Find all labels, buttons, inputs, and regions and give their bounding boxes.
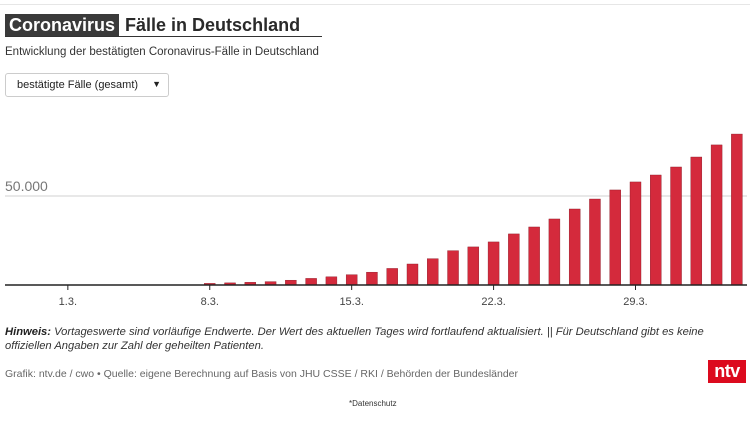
- bar-20.3.[interactable]: [447, 250, 459, 286]
- bar-31.3.[interactable]: [670, 166, 682, 286]
- y-axis-labels: 50.000: [5, 178, 48, 194]
- bar-22.3.[interactable]: [487, 241, 500, 286]
- bar-25.3.[interactable]: [548, 218, 561, 286]
- source-credit: Grafik: ntv.de / cwo • Quelle: eigene Be…: [5, 368, 519, 380]
- bar-3.4.[interactable]: [731, 133, 743, 286]
- bar-1.4.[interactable]: [690, 156, 703, 286]
- bar-13.3.[interactable]: [305, 278, 317, 286]
- metric-dropdown[interactable]: bestätigte Fälle (gesamt) ▼: [5, 73, 169, 97]
- caret-down-icon: ▼: [152, 79, 161, 89]
- bars: [204, 133, 743, 286]
- dropdown-selected-value: bestätigte Fälle (gesamt): [17, 79, 139, 91]
- bar-28.3.[interactable]: [609, 189, 621, 286]
- x-axis-ticks: 1.3. 8.3. 15.3. 22.3. 29.3.: [59, 285, 648, 308]
- chart-title: Coronavirus Fälle in Deutschland: [5, 13, 322, 37]
- bar-chart: 1.3. 8.3. 15.3. 22.3. 29.3. 50.000: [5, 133, 747, 308]
- title-text: Fälle in Deutschland: [125, 14, 301, 35]
- ntv-logo[interactable]: ntv: [708, 360, 746, 383]
- bar-30.3.[interactable]: [650, 174, 662, 286]
- bar-21.3.[interactable]: [467, 246, 480, 286]
- bar-19.3.[interactable]: [427, 258, 439, 286]
- x-tick-label: 29.3.: [623, 296, 647, 308]
- bar-15.3.[interactable]: [345, 274, 358, 286]
- x-tick-label: 22.3.: [481, 296, 505, 308]
- bar-18.3.[interactable]: [406, 263, 419, 286]
- x-tick-label: 1.3.: [59, 296, 77, 308]
- bar-23.3.[interactable]: [508, 233, 520, 286]
- chart-subtitle: Entwicklung der bestätigten Coronavirus-…: [5, 46, 319, 58]
- bar-24.3.[interactable]: [528, 226, 540, 286]
- title-tag: Coronavirus: [5, 13, 120, 36]
- bar-2.4.[interactable]: [710, 144, 723, 286]
- hint-text: Vortageswerte sind vorläufige Endwerte. …: [5, 326, 704, 352]
- x-tick-label: 15.3.: [339, 296, 363, 308]
- top-divider: [0, 4, 750, 5]
- y-tick-label: 50.000: [5, 178, 48, 194]
- bar-16.3.[interactable]: [366, 271, 378, 286]
- bar-29.3.[interactable]: [629, 181, 642, 286]
- bar-27.3.[interactable]: [589, 198, 601, 286]
- hint-label: Hinweis:: [5, 326, 52, 338]
- bar-17.3.[interactable]: [386, 268, 398, 286]
- bar-14.3.[interactable]: [325, 276, 338, 286]
- hint-note: Hinweis: Vortageswerte sind vorläufige E…: [5, 326, 745, 353]
- bar-26.3.[interactable]: [568, 208, 581, 286]
- x-tick-label: 8.3.: [201, 296, 219, 308]
- privacy-link[interactable]: *Datenschutz: [349, 399, 397, 408]
